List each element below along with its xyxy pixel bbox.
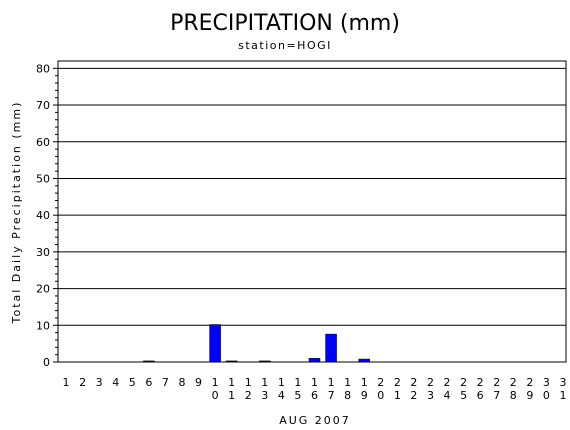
bar-day-17 [325,333,337,363]
y-tick-label: 70 [36,99,50,112]
x-tick-label: 8 [178,376,185,389]
x-tick-label: 3 [96,376,103,389]
y-ticks: 0 10 20 30 40 50 60 70 80 [36,62,58,369]
y-tick-label: 80 [36,62,50,75]
y-tick-label: 20 [36,283,50,296]
y-tick-label: 50 [36,172,50,185]
y-tick-label: 30 [36,246,50,259]
y-tick-label: 10 [36,319,50,332]
plot-frame [57,60,567,363]
y-axis-label: Total Daily Precipitation (mm) [10,101,23,325]
x-tick-label: 4 [112,376,119,389]
y-tick-label: 0 [43,356,50,369]
chart-title: PRECIPITATION (mm) [170,11,400,36]
gridlines [58,67,566,326]
bar-day-10 [209,324,221,363]
x-tick-label: 9 [195,376,202,389]
x-ticks: 1 2 3 4 5 6 7 8 9 1 01 11 21 31 41 51 61 71 81 92 02 12 22 32 42… [63,376,567,402]
bar-day-16 [308,358,321,363]
x-tick-label: 7 [162,376,169,389]
x-axis-label: AUG 2007 [279,414,351,427]
chart-subtitle: station=HOGI [238,39,332,52]
x-tick-label: 5 [129,376,136,389]
x-tick-label: 1 [63,376,70,389]
bars [143,324,370,363]
y-tick-label: 60 [36,136,50,149]
x-tick-label: 2 [79,376,86,389]
y-tick-label: 40 [36,209,50,222]
x-tick-label: 6 [145,376,152,389]
